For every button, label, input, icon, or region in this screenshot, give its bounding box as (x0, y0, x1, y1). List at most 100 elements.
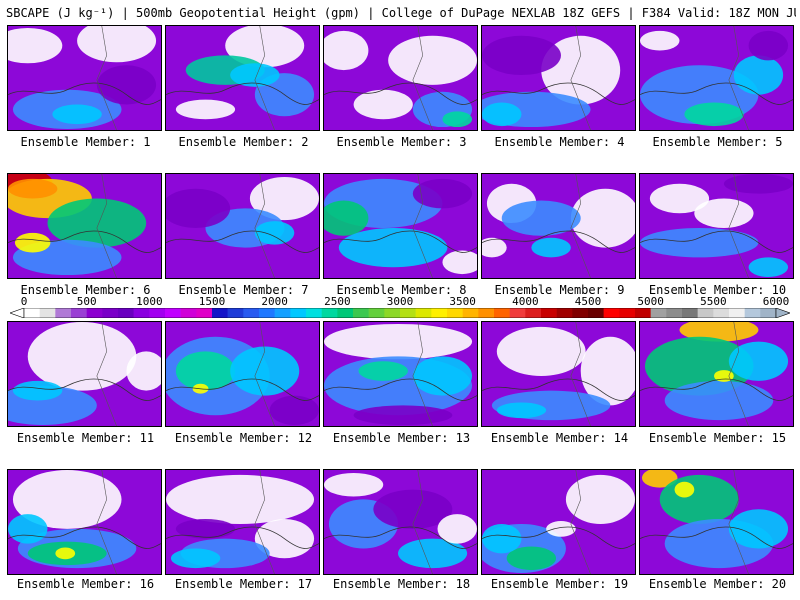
map-panel-member-14 (481, 321, 636, 427)
state-border (254, 470, 275, 574)
map-panel-member-10 (639, 173, 794, 279)
sbcape-field (8, 322, 161, 426)
state-border (254, 174, 275, 278)
sbcape-field (166, 322, 319, 426)
colorbar-bin (274, 308, 291, 318)
coastline (640, 526, 793, 549)
map-panel-member-4 (481, 25, 636, 131)
coastline (482, 82, 635, 105)
colorbar-bin (619, 308, 636, 318)
coastline (166, 82, 319, 105)
colorbar-bin (306, 308, 322, 318)
sbcape-field (640, 26, 793, 130)
colorbar-bin (650, 308, 667, 318)
colorbar-bin (290, 308, 307, 318)
map-panel-member-1 (7, 25, 162, 131)
map-panel-member-16 (7, 469, 162, 575)
sbcape-field (8, 174, 161, 278)
map-panel-member-12 (165, 321, 320, 427)
colorbar-bin (525, 308, 542, 318)
map-panel-member-19 (481, 469, 636, 575)
colorbar-tick-label: 4000 (512, 295, 539, 308)
state-border (412, 322, 433, 426)
colorbar-tick-label: 5000 (637, 295, 664, 308)
colorbar-tick-label: 6000 (762, 295, 790, 308)
map-panel-member-7 (165, 173, 320, 279)
colorbar-bin (682, 308, 698, 318)
colorbar-bin (384, 308, 401, 318)
state-border (728, 470, 749, 574)
map-panel-member-20 (639, 469, 794, 575)
sbcape-field (482, 322, 635, 426)
colorbar-tick-label: 1000 (136, 295, 163, 308)
coastline (640, 230, 793, 253)
colorbar-bin (729, 308, 745, 318)
colorbar-bin (431, 308, 448, 318)
sbcape-field (166, 174, 319, 278)
colorbar-bin (243, 308, 260, 318)
panel-label-member-12: Ensemble Member: 12 (174, 431, 313, 445)
colorbar-tick-label: 5500 (700, 295, 727, 308)
coastline (324, 526, 477, 549)
chart-title: SBCAPE (J kg⁻¹) | 500mb Geopotential Hei… (6, 6, 796, 20)
map-panel-member-15 (639, 321, 794, 427)
sbcape-field (640, 174, 793, 278)
coastline (324, 230, 477, 253)
colorbar-tick-label: 4500 (574, 295, 602, 308)
colorbar-bin (165, 308, 181, 318)
state-border (728, 174, 749, 278)
panel-label-member-11: Ensemble Member: 11 (16, 431, 155, 445)
sbcape-field (166, 26, 319, 130)
panel-label-member-7: Ensemble Member: 7 (178, 283, 309, 297)
map-panel-member-5 (639, 25, 794, 131)
map-panel-member-17 (165, 469, 320, 575)
state-border (254, 322, 275, 426)
state-border (412, 174, 433, 278)
colorbar-bin (713, 308, 730, 318)
panel-label-member-8: Ensemble Member: 8 (336, 283, 467, 297)
sbcape-field (324, 174, 477, 278)
colorbar-tick-label: 0 (20, 295, 28, 308)
colorbar-bin (478, 308, 495, 318)
colorbar-bin (697, 308, 714, 318)
colorbar-tick-label: 3000 (386, 295, 414, 308)
coastline (8, 526, 161, 549)
colorbar-bin (180, 308, 197, 318)
map-panel-member-6 (7, 173, 162, 279)
sbcape-field (166, 470, 319, 574)
panel-label-member-4: Ensemble Member: 4 (494, 135, 625, 149)
map-panel-member-8 (323, 173, 478, 279)
colorbar-bin (415, 308, 432, 318)
coastline (324, 378, 477, 401)
panel-label-member-5: Ensemble Member: 5 (652, 135, 783, 149)
colorbar-strip (10, 308, 790, 318)
colorbar-bin (462, 308, 479, 318)
colorbar-tick-label: 3500 (449, 295, 476, 308)
sbcape-field (482, 26, 635, 130)
colorbar-bin (368, 308, 385, 318)
map-panel-member-2 (165, 25, 320, 131)
colorbar-bin (509, 308, 526, 318)
colorbar-bin (321, 308, 338, 318)
coastline (482, 378, 635, 401)
colorbar-bin (760, 308, 777, 318)
colorbar-bin (400, 308, 416, 318)
sbcape-field (324, 26, 477, 130)
panel-label-member-16: Ensemble Member: 16 (16, 577, 155, 591)
map-panel-member-18 (323, 469, 478, 575)
colorbar-bin (102, 308, 119, 318)
coastline (166, 378, 319, 401)
coastline (8, 378, 161, 401)
colorbar-bin (635, 308, 651, 318)
colorbar-bin (603, 308, 620, 318)
colorbar-bin (227, 308, 244, 318)
map-panel-member-9 (481, 173, 636, 279)
sbcape-field (324, 322, 477, 426)
panel-label-member-17: Ensemble Member: 17 (174, 577, 313, 591)
coastline (8, 230, 161, 253)
panel-label-member-18: Ensemble Member: 18 (332, 577, 471, 591)
state-border (96, 322, 117, 426)
coastline (324, 82, 477, 105)
map-panel-member-3 (323, 25, 478, 131)
sbcape-field (482, 470, 635, 574)
